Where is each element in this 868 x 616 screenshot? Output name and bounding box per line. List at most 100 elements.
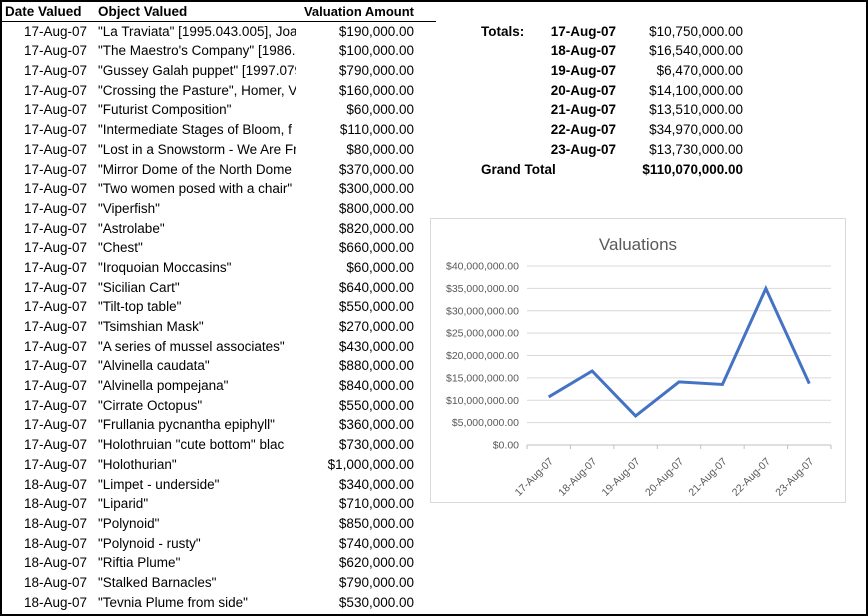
table-row[interactable]: 17-Aug-07 "Holothruian "cute bottom" bla… — [2, 435, 436, 455]
cell-date-valued[interactable]: 18-Aug-07 — [23, 535, 87, 551]
table-row[interactable]: 18-Aug-07 "Liparid" $710,000.00 — [2, 494, 436, 514]
cell-object-valued[interactable]: "Tsimshian Mask" — [98, 319, 204, 334]
cell-object-valued[interactable]: "Iroquoian Moccasins" — [98, 259, 232, 275]
cell-date-valued[interactable]: 17-Aug-07 — [23, 259, 87, 275]
cell-valuation-amount[interactable]: $60,000.00 — [346, 259, 414, 275]
cell-date-valued[interactable]: 17-Aug-07 — [23, 220, 87, 236]
cell-date-valued[interactable]: 17-Aug-07 — [23, 200, 87, 216]
cell-date-valued[interactable]: 18-Aug-07 — [23, 476, 87, 492]
totals-row[interactable]: 19-Aug-07 $6,470,000.00 — [481, 61, 743, 81]
cell-object-valued[interactable]: "Frullania pycnantha epiphyll" — [98, 417, 275, 433]
table-row[interactable]: 17-Aug-07 "La Traviata" [1995.043.005], … — [2, 22, 436, 42]
table-row[interactable]: 17-Aug-07 "Mirror Dome of the North Dome… — [2, 160, 436, 180]
table-row[interactable]: 17-Aug-07 "Tilt-top table" $550,000.00 — [2, 297, 436, 317]
cell-object-valued[interactable]: "Viperfish" — [98, 200, 160, 216]
cell-valuation-amount[interactable]: $620,000.00 — [338, 555, 414, 571]
table-row[interactable]: 17-Aug-07 "Viperfish" $800,000.00 — [2, 199, 436, 219]
cell-date-valued[interactable]: 17-Aug-07 — [23, 456, 87, 472]
table-row[interactable]: 17-Aug-07 "Two women posed with a chair"… — [2, 179, 436, 199]
table-row[interactable]: 17-Aug-07 "Crossing the Pasture", Homer,… — [2, 81, 436, 101]
table-row[interactable]: 17-Aug-07 "Alvinella caudata" $880,000.0… — [2, 356, 436, 376]
cell-object-valued[interactable]: "Chest" — [98, 240, 143, 256]
cell-valuation-amount[interactable]: $100,000.00 — [338, 43, 414, 59]
cell-date-valued[interactable]: 17-Aug-07 — [23, 122, 87, 138]
cell-object-valued[interactable]: "Holothurian" — [98, 456, 177, 472]
cell-date-valued[interactable]: 18-Aug-07 — [23, 555, 87, 571]
cell-object-valued[interactable]: "Holothruian "cute bottom" blac — [98, 437, 285, 453]
valuations-chart[interactable]: Valuations $0.00 $5,000,000.00 $10,000,000.… — [430, 218, 846, 503]
cell-valuation-amount[interactable]: $430,000.00 — [338, 338, 414, 354]
cell-object-valued[interactable]: "Crossing the Pasture", Homer, V — [98, 82, 296, 98]
cell-object-valued[interactable]: "Mirror Dome of the North Dome — [98, 161, 292, 177]
table-row[interactable]: 18-Aug-07 "Polynoid" $850,000.00 — [2, 514, 436, 534]
table-row[interactable]: 18-Aug-07 "Polynoid - rusty" $740,000.00 — [2, 534, 436, 554]
totals-row[interactable]: 21-Aug-07 $13,510,000.00 — [481, 100, 743, 120]
totals-amount[interactable]: $6,470,000.00 — [656, 63, 743, 79]
totals-amount[interactable]: $34,970,000.00 — [649, 122, 743, 138]
cell-valuation-amount[interactable]: $530,000.00 — [338, 594, 414, 610]
cell-object-valued[interactable]: "Riftia Plume" — [98, 555, 181, 571]
cell-valuation-amount[interactable]: $80,000.00 — [346, 141, 414, 157]
cell-valuation-amount[interactable]: $840,000.00 — [338, 378, 414, 394]
cell-object-valued[interactable]: "Two women posed with a chair" — [98, 181, 293, 197]
cell-date-valued[interactable]: 17-Aug-07 — [23, 23, 87, 39]
cell-date-valued[interactable]: 17-Aug-07 — [23, 397, 87, 413]
cell-valuation-amount[interactable]: $1,000,000.00 — [327, 456, 414, 472]
cell-valuation-amount[interactable]: $300,000.00 — [338, 181, 414, 197]
table-row[interactable]: 18-Aug-07 "Stalked Barnacles" $790,000.0… — [2, 573, 436, 593]
totals-amount[interactable]: $13,510,000.00 — [649, 102, 743, 118]
cell-date-valued[interactable]: 17-Aug-07 — [23, 437, 87, 453]
totals-date[interactable]: 17-Aug-07 — [550, 23, 616, 39]
table-row[interactable]: 17-Aug-07 "Holothurian" $1,000,000.00 — [2, 455, 436, 475]
cell-date-valued[interactable]: 17-Aug-07 — [23, 240, 87, 256]
cell-valuation-amount[interactable]: $190,000.00 — [338, 23, 414, 39]
cell-object-valued[interactable]: "Alvinella pompejana" — [98, 378, 229, 394]
table-row[interactable]: 17-Aug-07 "Lost in a Snowstorm - We Are … — [2, 140, 436, 160]
cell-date-valued[interactable]: 17-Aug-07 — [23, 299, 87, 315]
cell-valuation-amount[interactable]: $110,000.00 — [339, 122, 414, 138]
cell-object-valued[interactable]: "Polynoid" — [98, 515, 160, 531]
totals-amount[interactable]: $16,540,000.00 — [649, 43, 743, 59]
cell-object-valued[interactable]: "Lost in a Snowstorm - We Are Fr — [98, 141, 296, 157]
cell-object-valued[interactable]: "Liparid" — [98, 496, 149, 512]
cell-date-valued[interactable]: 18-Aug-07 — [23, 515, 87, 531]
cell-date-valued[interactable]: 17-Aug-07 — [23, 63, 87, 79]
totals-row[interactable]: 18-Aug-07 $16,540,000.00 — [481, 41, 743, 61]
cell-valuation-amount[interactable]: $790,000.00 — [338, 63, 414, 79]
cell-object-valued[interactable]: "Tilt-top table" — [98, 299, 182, 315]
cell-date-valued[interactable]: 17-Aug-07 — [23, 358, 87, 374]
cell-date-valued[interactable]: 18-Aug-07 — [23, 496, 87, 512]
cell-valuation-amount[interactable]: $740,000.00 — [338, 535, 414, 551]
cell-object-valued[interactable]: "Astrolabe" — [98, 220, 165, 236]
cell-object-valued[interactable]: "Sicilian Cart" — [98, 279, 180, 295]
cell-date-valued[interactable]: 17-Aug-07 — [23, 338, 87, 354]
cell-valuation-amount[interactable]: $820,000.00 — [338, 220, 414, 236]
totals-date[interactable]: 23-Aug-07 — [550, 141, 616, 157]
totals-row[interactable]: 23-Aug-07 $13,730,000.00 — [481, 140, 743, 160]
cell-object-valued[interactable]: "The Maestro's Company" [1986. — [98, 43, 296, 59]
cell-date-valued[interactable]: 17-Aug-07 — [23, 319, 87, 334]
grand-total-row[interactable]: Grand Total $110,070,000.00 — [481, 160, 743, 180]
cell-date-valued[interactable]: 17-Aug-07 — [23, 141, 87, 157]
table-row[interactable]: 18-Aug-07 "Limpet - underside" $340,000.… — [2, 475, 436, 495]
cell-valuation-amount[interactable]: $880,000.00 — [338, 358, 414, 374]
cell-valuation-amount[interactable]: $60,000.00 — [346, 102, 414, 118]
cell-object-valued[interactable]: "Cirrate Octopus" — [98, 397, 203, 413]
cell-valuation-amount[interactable]: $710,000.00 — [338, 496, 414, 512]
cell-valuation-amount[interactable]: $370,000.00 — [338, 161, 414, 177]
table-row[interactable]: 17-Aug-07 "Frullania pycnantha epiphyll"… — [2, 415, 436, 435]
cell-object-valued[interactable]: "A series of mussel associates" — [98, 338, 285, 354]
totals-amount[interactable]: $14,100,000.00 — [649, 82, 743, 98]
grand-total-amount[interactable]: $110,070,000.00 — [642, 161, 743, 177]
table-row[interactable]: 17-Aug-07 "Chest" $660,000.00 — [2, 238, 436, 258]
totals-amount[interactable]: $10,750,000.00 — [649, 23, 743, 39]
totals-row[interactable]: 20-Aug-07 $14,100,000.00 — [481, 81, 743, 101]
cell-valuation-amount[interactable]: $550,000.00 — [338, 397, 414, 413]
cell-object-valued[interactable]: "Intermediate Stages of Bloom, f — [98, 122, 292, 138]
cell-date-valued[interactable]: 17-Aug-07 — [23, 82, 87, 98]
cell-valuation-amount[interactable]: $850,000.00 — [338, 515, 414, 531]
cell-valuation-amount[interactable]: $160,000.00 — [338, 82, 414, 98]
cell-date-valued[interactable]: 17-Aug-07 — [23, 279, 87, 295]
cell-date-valued[interactable]: 17-Aug-07 — [23, 417, 87, 433]
cell-date-valued[interactable]: 17-Aug-07 — [23, 43, 87, 59]
